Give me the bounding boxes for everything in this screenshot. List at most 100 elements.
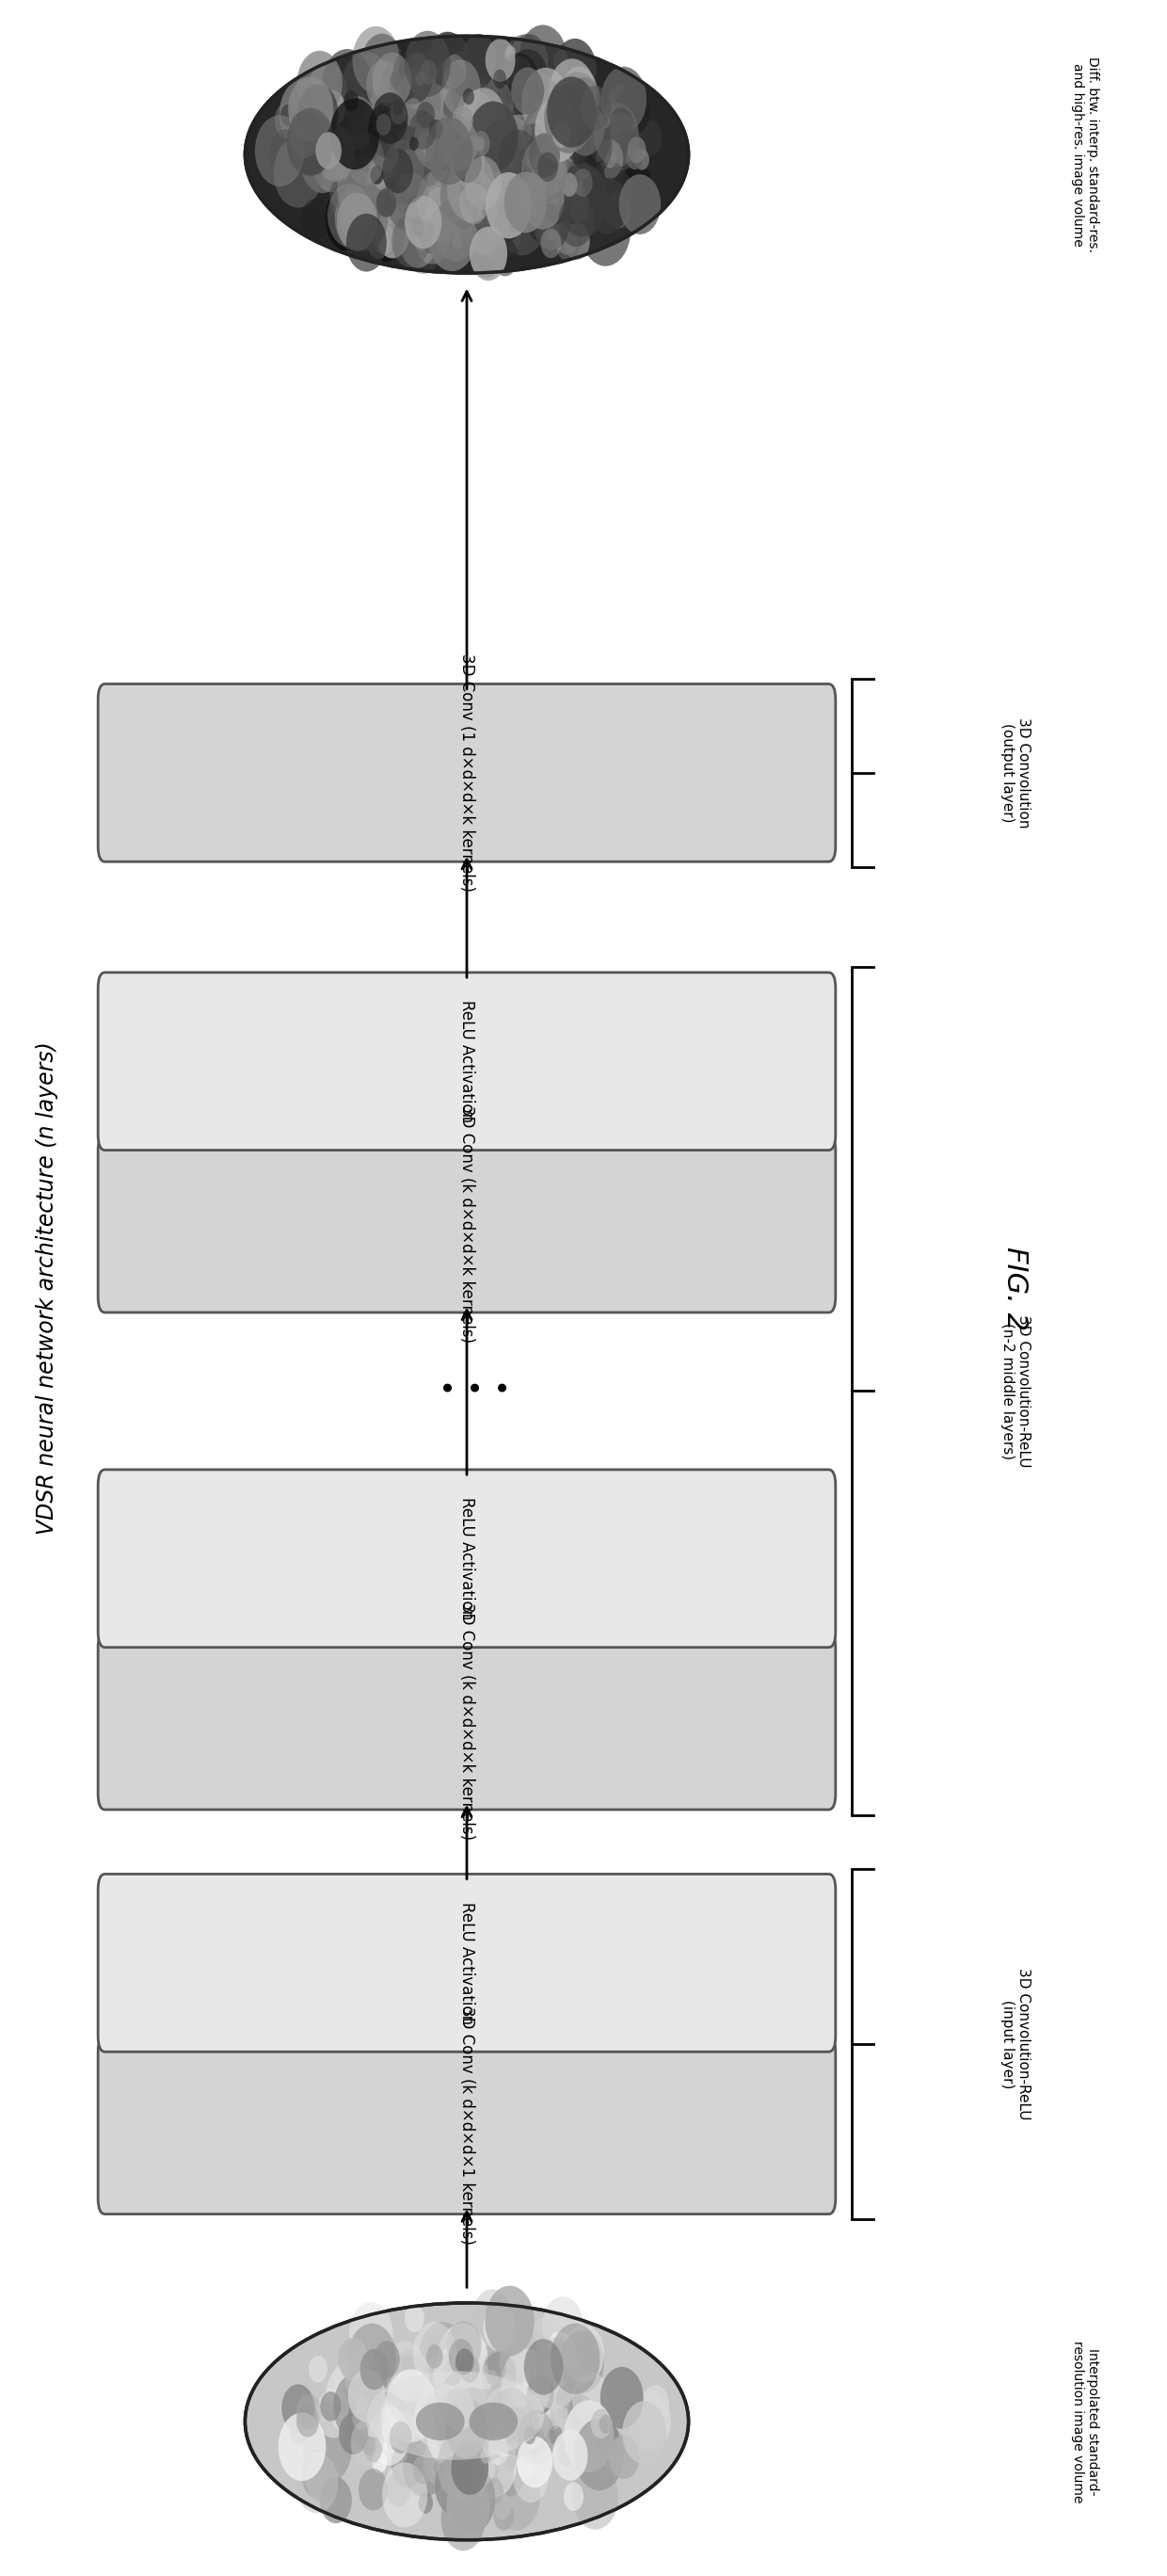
- Ellipse shape: [476, 2406, 501, 2442]
- Ellipse shape: [376, 113, 391, 137]
- Ellipse shape: [366, 185, 411, 250]
- Ellipse shape: [534, 167, 555, 198]
- Ellipse shape: [516, 2432, 550, 2481]
- Ellipse shape: [426, 85, 455, 129]
- Ellipse shape: [480, 80, 513, 129]
- Ellipse shape: [537, 2342, 547, 2354]
- Ellipse shape: [400, 52, 435, 100]
- Ellipse shape: [415, 147, 459, 206]
- Ellipse shape: [474, 137, 484, 152]
- Ellipse shape: [553, 167, 565, 185]
- Ellipse shape: [320, 2478, 352, 2524]
- Ellipse shape: [488, 2437, 509, 2465]
- Ellipse shape: [408, 160, 429, 191]
- Ellipse shape: [438, 2432, 484, 2499]
- Ellipse shape: [622, 2401, 666, 2465]
- Ellipse shape: [372, 224, 394, 255]
- Ellipse shape: [533, 2342, 584, 2414]
- Ellipse shape: [366, 59, 401, 111]
- Ellipse shape: [393, 46, 433, 106]
- Ellipse shape: [414, 2388, 454, 2447]
- Ellipse shape: [405, 219, 442, 273]
- Ellipse shape: [622, 165, 652, 206]
- Text: ReLU Activation: ReLU Activation: [459, 1901, 475, 2025]
- Ellipse shape: [506, 113, 531, 149]
- Ellipse shape: [399, 214, 436, 268]
- Ellipse shape: [522, 167, 565, 229]
- Ellipse shape: [427, 201, 476, 270]
- Ellipse shape: [537, 80, 560, 113]
- Ellipse shape: [478, 2398, 492, 2419]
- Ellipse shape: [540, 229, 561, 258]
- Ellipse shape: [471, 170, 482, 185]
- Ellipse shape: [380, 2419, 404, 2452]
- Ellipse shape: [564, 2483, 584, 2512]
- Ellipse shape: [503, 33, 545, 95]
- Ellipse shape: [483, 2306, 516, 2352]
- Ellipse shape: [494, 2501, 513, 2530]
- Ellipse shape: [552, 2429, 588, 2481]
- Ellipse shape: [600, 2367, 643, 2429]
- Ellipse shape: [450, 204, 474, 237]
- Ellipse shape: [378, 75, 408, 118]
- Ellipse shape: [427, 2406, 468, 2465]
- Ellipse shape: [273, 137, 322, 209]
- Ellipse shape: [434, 2396, 481, 2463]
- Ellipse shape: [461, 88, 505, 152]
- Ellipse shape: [403, 2434, 446, 2496]
- Ellipse shape: [450, 2388, 495, 2450]
- Ellipse shape: [596, 2468, 608, 2483]
- Ellipse shape: [443, 2388, 474, 2432]
- Ellipse shape: [412, 88, 449, 142]
- Ellipse shape: [351, 2331, 373, 2365]
- Ellipse shape: [427, 116, 441, 137]
- Ellipse shape: [497, 183, 547, 255]
- Ellipse shape: [349, 2303, 393, 2365]
- Ellipse shape: [561, 67, 598, 118]
- Ellipse shape: [464, 157, 502, 211]
- Ellipse shape: [369, 144, 389, 173]
- Ellipse shape: [517, 185, 529, 201]
- Ellipse shape: [414, 227, 432, 252]
- Ellipse shape: [327, 113, 351, 149]
- Ellipse shape: [421, 188, 460, 242]
- Ellipse shape: [547, 77, 596, 147]
- Ellipse shape: [537, 2370, 553, 2393]
- Ellipse shape: [503, 147, 512, 160]
- Ellipse shape: [375, 2342, 400, 2378]
- Ellipse shape: [448, 2409, 498, 2481]
- Ellipse shape: [564, 224, 589, 260]
- Ellipse shape: [428, 2329, 455, 2367]
- Ellipse shape: [396, 149, 425, 191]
- Ellipse shape: [421, 2360, 466, 2424]
- Ellipse shape: [338, 95, 376, 149]
- Ellipse shape: [580, 85, 612, 131]
- Ellipse shape: [436, 142, 452, 162]
- Ellipse shape: [477, 108, 502, 144]
- Ellipse shape: [482, 2352, 516, 2401]
- Ellipse shape: [489, 2403, 517, 2442]
- Ellipse shape: [487, 67, 529, 126]
- Ellipse shape: [385, 2342, 426, 2401]
- Ellipse shape: [505, 46, 516, 62]
- Ellipse shape: [524, 2339, 562, 2396]
- Ellipse shape: [473, 2290, 511, 2344]
- Ellipse shape: [487, 2370, 498, 2385]
- Ellipse shape: [553, 178, 578, 214]
- Ellipse shape: [307, 62, 347, 118]
- Ellipse shape: [412, 144, 446, 196]
- Ellipse shape: [564, 2324, 605, 2383]
- Ellipse shape: [532, 124, 562, 167]
- Ellipse shape: [467, 191, 490, 222]
- Ellipse shape: [537, 152, 558, 183]
- FancyBboxPatch shape: [98, 1633, 836, 1811]
- Ellipse shape: [469, 2403, 518, 2439]
- Ellipse shape: [522, 131, 544, 162]
- Text: Interpolated standard-
resolution image volume: Interpolated standard- resolution image …: [1071, 2339, 1099, 2504]
- Ellipse shape: [485, 173, 532, 240]
- Ellipse shape: [433, 2460, 442, 2473]
- Ellipse shape: [385, 2370, 436, 2442]
- Ellipse shape: [347, 214, 386, 270]
- Ellipse shape: [445, 2398, 488, 2458]
- Ellipse shape: [372, 93, 408, 144]
